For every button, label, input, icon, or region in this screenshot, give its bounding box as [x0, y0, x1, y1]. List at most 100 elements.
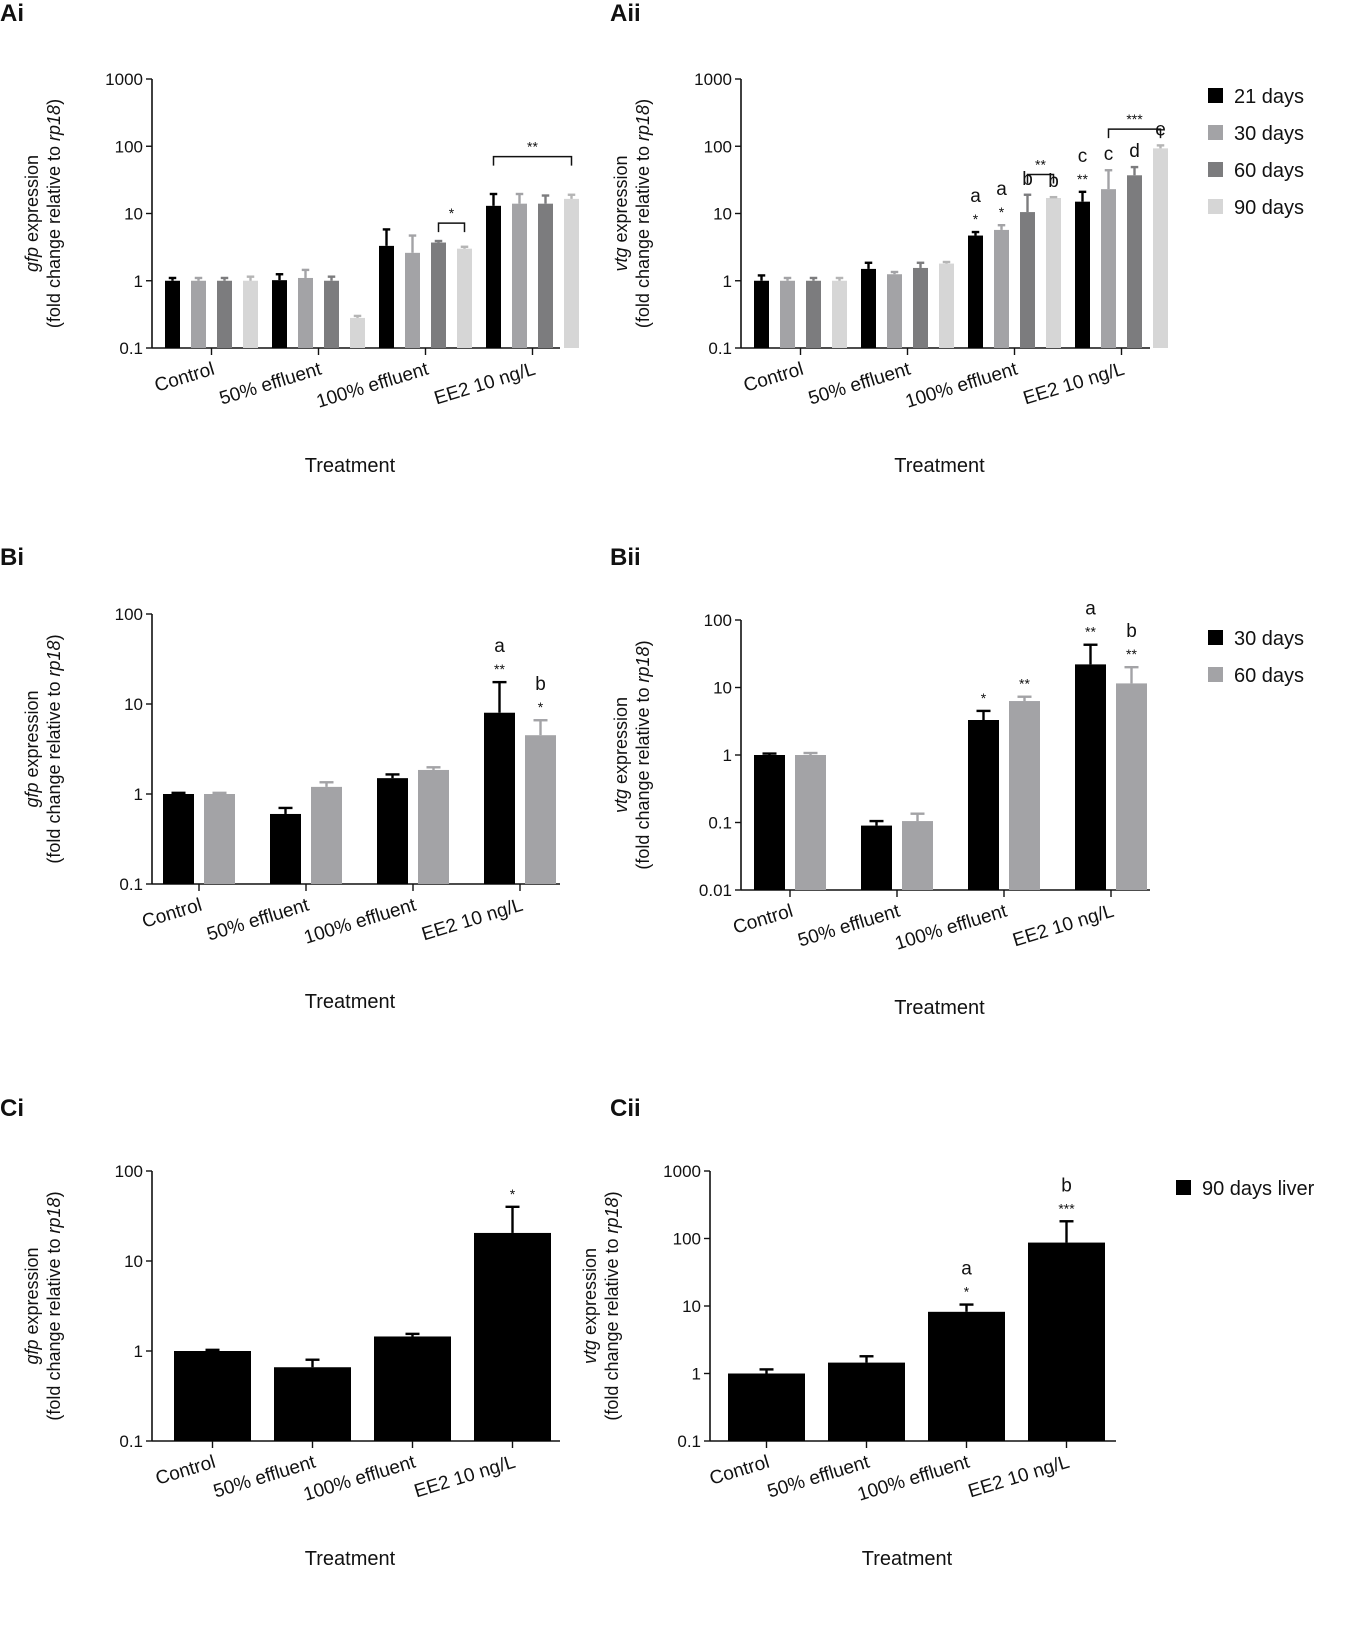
bracket-label: ***: [1126, 111, 1143, 127]
group-letter: a: [1085, 599, 1096, 620]
y-axis-label: vtg expression: [611, 697, 631, 813]
significance-star: ***: [1058, 1200, 1075, 1216]
x-category-label: 100% effluent: [302, 894, 420, 948]
group-letter: a: [970, 186, 981, 207]
bar: [379, 245, 394, 348]
x-category-label: EE2 10 ng/L: [966, 1452, 1072, 1503]
group-letter: c: [1104, 144, 1114, 165]
y-tick-label: 0.1: [119, 1432, 143, 1451]
bar: [274, 1367, 351, 1441]
y-axis-gene: rp18: [44, 1197, 64, 1233]
y-axis-label-line2: (fold change relative to rp18): [633, 99, 653, 328]
y-axis-text: ): [633, 640, 653, 646]
bar: [270, 813, 301, 884]
bar: [165, 280, 180, 348]
x-category-label: 100% effluent: [893, 900, 1011, 954]
y-axis-gene: rp18: [602, 1197, 622, 1233]
bar: [405, 252, 420, 348]
y-axis-gene: gfp: [22, 1340, 42, 1365]
y-axis-text: expression: [611, 155, 631, 247]
x-category-label: EE2 10 ng/L: [419, 895, 525, 946]
y-tick-label: 1: [723, 272, 732, 291]
significance-star: *: [510, 1186, 516, 1202]
legend-label: 90 days: [1234, 197, 1304, 219]
y-axis-gene: gfp: [22, 783, 42, 808]
y-axis-text: ): [633, 99, 653, 105]
significance-star: **: [1019, 676, 1030, 692]
significance-star: **: [1077, 171, 1088, 187]
bar: [861, 268, 876, 348]
bar: [243, 280, 258, 348]
x-category-label: Control: [153, 1452, 218, 1490]
significance-star: *: [538, 699, 544, 715]
y-tick-label: 100: [704, 137, 732, 156]
bar: [324, 280, 339, 348]
bar: [1116, 683, 1147, 890]
y-tick-label: 1: [134, 1342, 143, 1361]
legend-label: 21 days: [1234, 86, 1304, 108]
y-axis-text: (fold change relative to: [44, 141, 64, 328]
x-category-label: 50% effluent: [806, 358, 914, 409]
x-axis-title: Treatment: [305, 455, 396, 477]
y-tick-label: 10: [124, 1252, 143, 1271]
y-tick-label: 10: [713, 205, 732, 224]
significance-star: *: [999, 204, 1005, 220]
bar: [191, 280, 206, 348]
bar: [728, 1373, 805, 1441]
bar: [1153, 148, 1168, 348]
x-axis-title: Treatment: [305, 1548, 396, 1570]
bar: [163, 794, 194, 884]
panel-label: Ci: [0, 1095, 24, 1122]
bar: [457, 248, 472, 348]
legend-label: 60 days: [1234, 665, 1304, 687]
y-axis-text: ): [44, 634, 64, 640]
bar: [795, 755, 826, 890]
panel-label: Ai: [0, 0, 24, 27]
y-tick-label: 10: [124, 205, 143, 224]
x-axis-title: Treatment: [305, 991, 396, 1013]
x-category-label: 50% effluent: [211, 1451, 319, 1502]
bar: [828, 1362, 905, 1441]
panel-label: Bii: [610, 544, 641, 571]
panel-label: Cii: [610, 1095, 641, 1122]
y-axis-gene: vtg: [611, 789, 631, 813]
bar: [512, 203, 527, 348]
legend-swatch: [1208, 667, 1223, 682]
bar: [564, 198, 579, 348]
y-axis-text: (fold change relative to: [602, 1233, 622, 1420]
y-tick-label: 100: [115, 1162, 143, 1181]
significance-star: **: [1085, 624, 1096, 640]
bar: [350, 317, 365, 348]
y-axis-text: expression: [580, 1248, 600, 1340]
y-axis-text: ): [44, 1191, 64, 1197]
legend-label: 30 days: [1234, 123, 1304, 145]
bar: [968, 720, 999, 890]
group-letter: b: [535, 674, 546, 695]
y-axis-gene: vtg: [611, 248, 631, 272]
bar: [474, 1232, 551, 1441]
y-tick-label: 1000: [105, 70, 143, 89]
legend-swatch: [1208, 88, 1223, 103]
y-axis-label-line2: (fold change relative to rp18): [44, 1191, 64, 1420]
group-letter: d: [1129, 141, 1140, 162]
bar: [377, 778, 408, 884]
bar: [887, 274, 902, 348]
legend-label: 90 days liver: [1202, 1178, 1315, 1200]
bar: [754, 755, 785, 890]
bar: [806, 280, 821, 348]
bar: [939, 263, 954, 348]
y-axis-text: expression: [22, 155, 42, 247]
bar: [1046, 198, 1061, 348]
bar: [1075, 201, 1090, 348]
group-letter: a: [996, 179, 1007, 200]
y-axis-label-line2: (fold change relative to rp18): [633, 640, 653, 869]
y-axis-text: expression: [22, 1247, 42, 1339]
significance-bracket: [437, 222, 466, 233]
y-tick-label: 10: [713, 679, 732, 698]
y-axis-gene: rp18: [44, 640, 64, 676]
bar: [1020, 212, 1035, 348]
bar: [486, 205, 501, 348]
